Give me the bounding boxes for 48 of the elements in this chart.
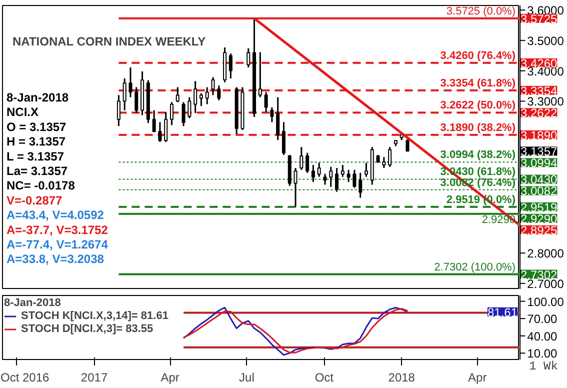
- y-tick-label: 3.5000: [527, 34, 564, 48]
- ref-line-label: 3.0994 (38.2%): [440, 149, 516, 162]
- annotation: O = 3.1357: [6, 120, 67, 134]
- y-tick-label: 40.00: [527, 329, 558, 344]
- annotation: La= 3.1357: [6, 164, 68, 178]
- y-tick-label: 100.00: [527, 294, 564, 309]
- text: 3.0082: [520, 184, 558, 198]
- annotation: A=33.8, V=3.2038: [6, 252, 104, 266]
- text: 3.1357: [520, 144, 558, 159]
- annotation: L = 3.1357: [6, 149, 64, 164]
- annotation: 8-Jan-2018: [4, 297, 62, 309]
- annotation: A=-77.4, V=1.2674: [6, 238, 108, 252]
- y-tick-label: 10.00: [527, 346, 558, 361]
- annotation: A=43.4, V=4.0592: [6, 208, 104, 222]
- legend-label: STOCH K[NCI.X,3,14]= 81.61: [21, 309, 168, 322]
- annotation: 8-Jan-2018: [6, 90, 69, 104]
- text: 3.0994: [520, 156, 558, 170]
- x-tick-label: 2017: [80, 370, 108, 384]
- ref-line-label: 3.4260 (76.4%): [440, 50, 516, 62]
- annotation: NCI.X: [6, 105, 39, 120]
- annotation: V=-0.2877: [6, 193, 63, 208]
- annotation: 81.61: [487, 305, 518, 320]
- text: 3.1890: [520, 128, 558, 142]
- x-tick-label: Apr: [160, 370, 180, 384]
- ref-line-label: 3.1890 (38.2%): [440, 122, 516, 134]
- x-tick-label: Oct: [314, 370, 334, 384]
- ref-line-label: 3.3354 (61.8%): [440, 77, 516, 90]
- x-tick-label: Apr: [468, 370, 487, 384]
- ref-line-label: 3.5725 (0.0%): [446, 5, 516, 18]
- y-tick-label: 70.00: [527, 312, 558, 326]
- text: 3.2622: [520, 106, 558, 120]
- text: NATIONAL CORN INDEX WEEKLY: [12, 34, 206, 48]
- annotation: H = 3.1357: [6, 134, 66, 149]
- annotation: NC= -0.0178: [6, 178, 76, 193]
- text: 3.0430: [520, 172, 558, 187]
- text: 2.8925: [520, 223, 558, 238]
- annotation: A=-37.7, V=3.1752: [6, 222, 108, 237]
- x-tick-label: Oct 2016: [0, 370, 50, 384]
- x-tick-label: Jul: [239, 370, 254, 384]
- x-tick-label: 2018: [388, 370, 416, 384]
- ref-line-label: 2.7302 (100.0%): [434, 261, 516, 274]
- text: 2.9519: [520, 200, 558, 214]
- text: 1 Wk: [529, 360, 558, 374]
- text: 3.3354: [520, 84, 558, 98]
- text: 2.9290: [520, 212, 558, 226]
- legend-label: STOCH D[NCI.X,3]= 83.55: [21, 322, 154, 335]
- y-tick-label: 2.8000: [527, 246, 564, 261]
- ref-line-label: 3.2622 (50.0%): [440, 100, 516, 112]
